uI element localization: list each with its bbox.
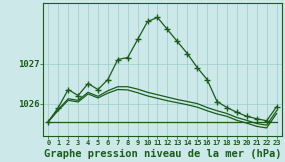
X-axis label: Graphe pression niveau de la mer (hPa): Graphe pression niveau de la mer (hPa) bbox=[44, 149, 281, 159]
